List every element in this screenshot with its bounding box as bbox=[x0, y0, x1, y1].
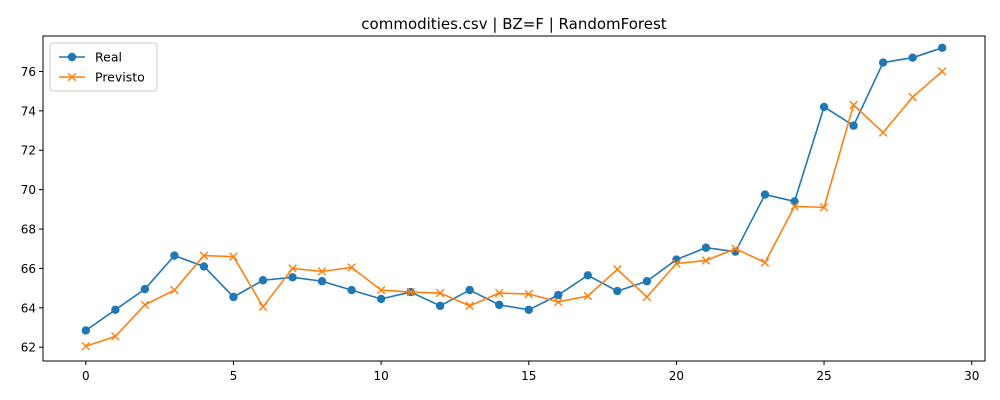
data-point-previsto bbox=[613, 265, 622, 274]
x-tick-label: 0 bbox=[82, 369, 90, 383]
data-point-real bbox=[908, 53, 917, 62]
y-tick-label: 68 bbox=[21, 223, 36, 237]
data-point-real bbox=[170, 251, 179, 260]
x-tick-label: 5 bbox=[230, 369, 238, 383]
data-point-real bbox=[81, 326, 91, 335]
data-point-real bbox=[317, 277, 327, 286]
data-point-previsto bbox=[140, 300, 150, 310]
data-point-real bbox=[583, 271, 593, 280]
data-point-previsto bbox=[465, 301, 474, 311]
data-point-real bbox=[199, 262, 209, 271]
data-point-previsto bbox=[494, 288, 504, 298]
data-point-previsto bbox=[642, 292, 652, 302]
data-point-previsto bbox=[731, 244, 740, 254]
data-point-previsto bbox=[317, 267, 327, 276]
y-tick-label: 62 bbox=[21, 341, 36, 355]
y-tick-label: 74 bbox=[21, 104, 36, 118]
data-point-real bbox=[288, 273, 297, 282]
data-point-previsto bbox=[672, 259, 681, 268]
data-point-previsto bbox=[790, 202, 799, 211]
data-point-previsto bbox=[229, 252, 238, 261]
x-tick-label: 10 bbox=[373, 369, 388, 383]
chart-title: commodities.csv | BZ=F | RandomForest bbox=[361, 15, 667, 33]
legend-marker bbox=[67, 72, 77, 82]
data-point-real bbox=[258, 276, 268, 285]
data-point-previsto bbox=[435, 288, 445, 298]
x-tick-label: 20 bbox=[669, 369, 684, 383]
data-point-previsto bbox=[524, 289, 534, 299]
x-tick-label: 25 bbox=[816, 369, 831, 383]
data-point-real bbox=[937, 43, 947, 53]
data-point-real bbox=[140, 284, 150, 294]
data-point-previsto bbox=[878, 128, 888, 137]
x-tick-label: 30 bbox=[964, 369, 979, 383]
data-point-previsto bbox=[347, 263, 356, 272]
data-point-real bbox=[229, 292, 238, 302]
data-point-real bbox=[435, 301, 445, 311]
legend-label: Real bbox=[95, 50, 122, 65]
data-point-real bbox=[849, 121, 858, 130]
y-tick-label: 66 bbox=[21, 262, 36, 276]
x-tick-label: 15 bbox=[521, 369, 536, 383]
data-point-previsto bbox=[908, 92, 917, 102]
data-point-real bbox=[495, 300, 504, 310]
data-point-real bbox=[111, 305, 120, 314]
plot-frame bbox=[42, 35, 986, 362]
data-point-previsto bbox=[170, 285, 179, 295]
data-point-previsto bbox=[701, 256, 711, 265]
data-point-real bbox=[465, 285, 474, 295]
series-line-previsto bbox=[85, 70, 943, 347]
y-tick-label: 72 bbox=[21, 144, 36, 158]
data-point-real bbox=[878, 58, 888, 67]
data-point-previsto bbox=[554, 297, 563, 307]
data-point-previsto bbox=[111, 332, 120, 341]
data-point-previsto bbox=[819, 203, 829, 212]
data-point-previsto bbox=[583, 291, 593, 301]
data-point-previsto bbox=[937, 67, 947, 76]
data-point-real bbox=[524, 305, 533, 314]
data-point-real bbox=[701, 243, 711, 252]
legend-marker bbox=[67, 52, 77, 62]
data-point-real bbox=[376, 294, 386, 304]
data-point-previsto bbox=[258, 302, 268, 312]
data-point-real bbox=[554, 290, 563, 300]
data-point-real bbox=[819, 102, 829, 112]
data-point-previsto bbox=[849, 100, 858, 110]
series-line-real bbox=[85, 47, 943, 332]
legend: Real Previsto bbox=[49, 42, 158, 92]
data-point-real bbox=[642, 277, 652, 286]
data-point-previsto bbox=[288, 264, 297, 273]
legend-box bbox=[49, 42, 158, 92]
y-tick-label: 76 bbox=[21, 65, 36, 79]
y-tick-label: 70 bbox=[21, 183, 36, 197]
data-point-real bbox=[613, 286, 622, 296]
data-point-previsto bbox=[81, 341, 91, 351]
data-point-previsto bbox=[406, 287, 415, 297]
data-point-real bbox=[347, 285, 356, 295]
y-tick-label: 64 bbox=[21, 301, 36, 315]
legend-label: Previsto bbox=[95, 70, 145, 85]
data-point-previsto bbox=[760, 258, 770, 267]
data-point-real bbox=[760, 190, 770, 199]
data-point-previsto bbox=[199, 251, 209, 260]
data-point-previsto bbox=[376, 285, 386, 295]
